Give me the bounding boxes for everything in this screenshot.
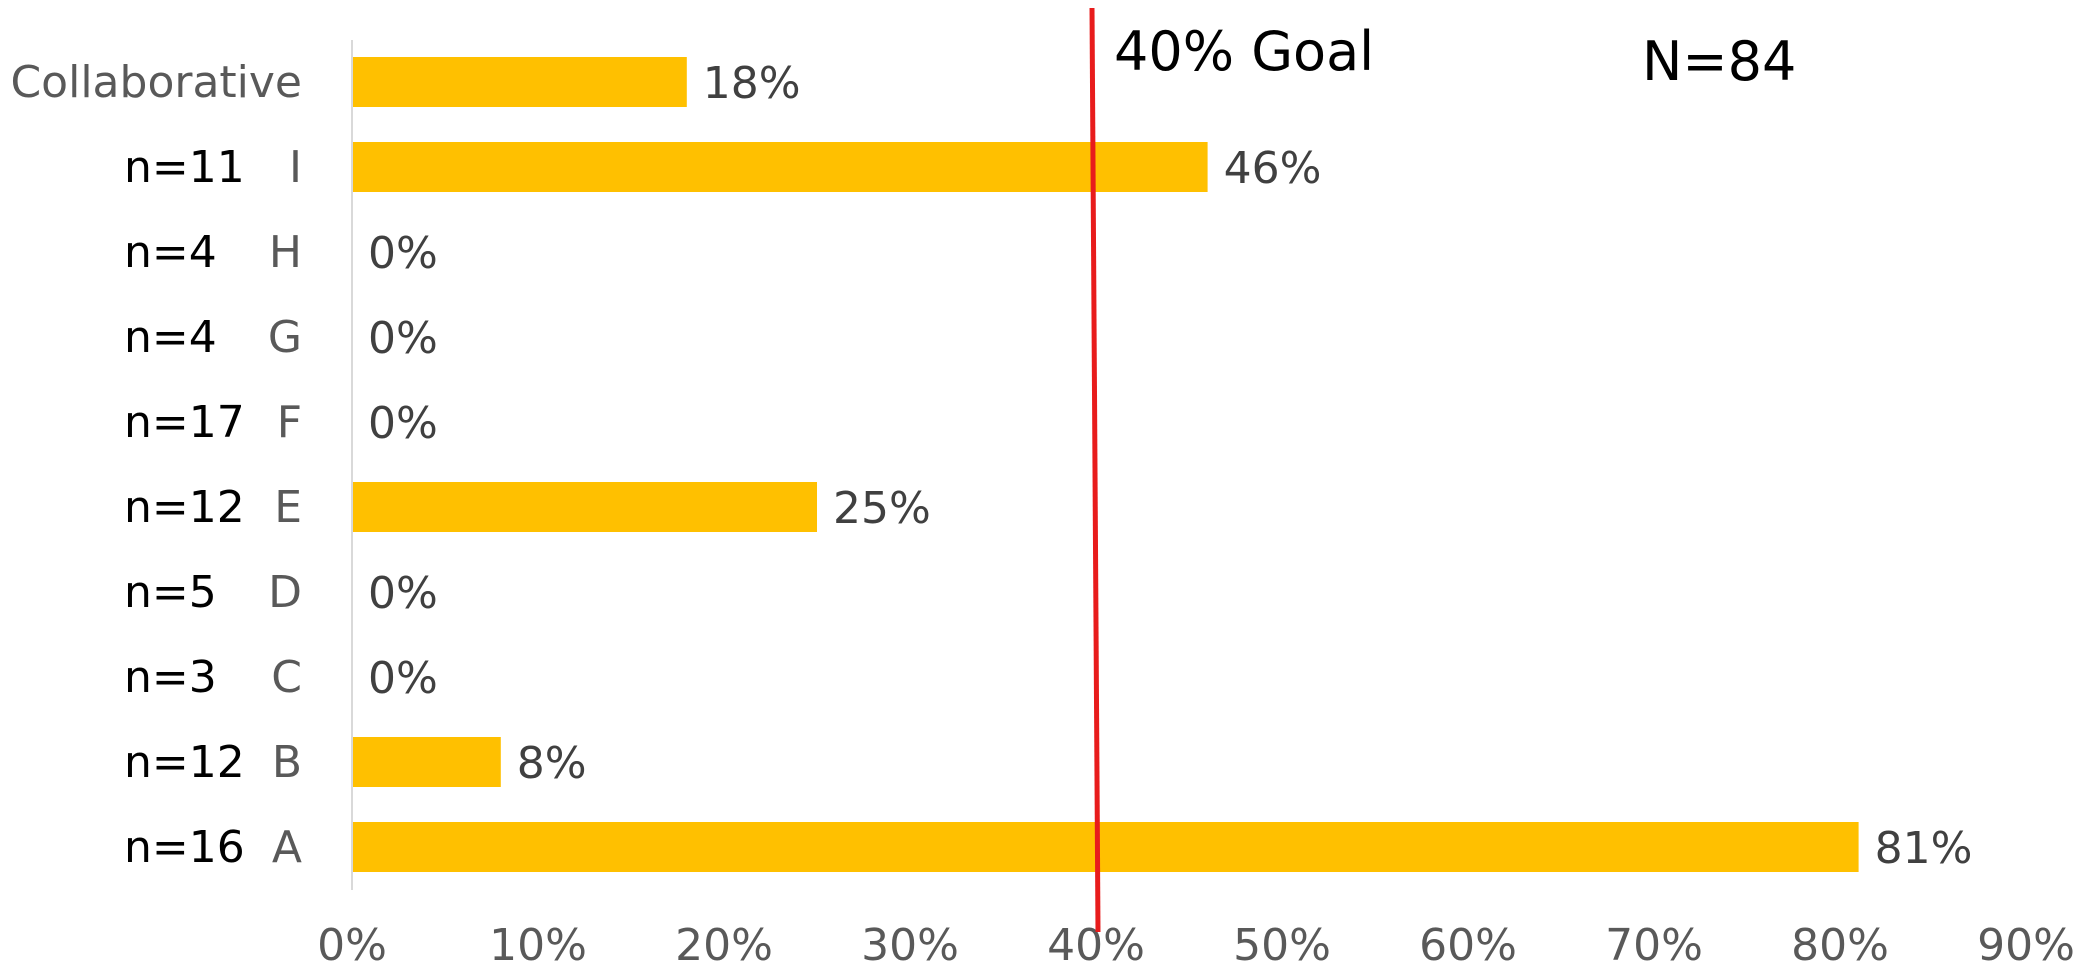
value-label: 0%: [368, 653, 438, 704]
sample-size-label: n=5: [124, 567, 217, 618]
value-label: 0%: [368, 398, 438, 449]
sample-size-label: n=4: [124, 312, 217, 363]
bar-a: [352, 822, 1859, 872]
value-label: 18%: [703, 58, 801, 109]
x-tick-label: 80%: [1791, 920, 1889, 971]
x-tick-label: 90%: [1977, 920, 2075, 971]
x-tick-label: 10%: [489, 920, 587, 971]
bar-e: [352, 482, 817, 532]
goal-line: [1089, 7, 1101, 933]
x-tick-label: 70%: [1605, 920, 1703, 971]
sample-size-label: n=4: [124, 227, 217, 278]
value-label: 8%: [517, 738, 587, 789]
category-label: A: [272, 822, 302, 873]
bar-b: [352, 737, 501, 787]
bar-collaborative: [352, 57, 687, 107]
x-tick-label: 30%: [861, 920, 959, 971]
sample-size-label: n=3: [124, 652, 217, 703]
bar-i: [352, 142, 1208, 192]
value-label: 46%: [1224, 143, 1322, 194]
value-label: 0%: [368, 228, 438, 279]
sample-size-label: n=12: [124, 737, 245, 788]
value-label: 25%: [833, 483, 931, 534]
category-label: I: [289, 142, 302, 193]
axis-layer: 0% 10% 20% 30% 40% 50% 60% 70% 80% 90%: [317, 40, 2075, 971]
goal-label: 40% Goal: [1114, 20, 1374, 83]
labels-layer: Collaborative 18% In=11 46% Hn=4 0% Gn=4 0% Fn=1…: [10, 57, 1972, 874]
total-n-label: N=84: [1642, 30, 1796, 93]
category-label: Collaborative: [10, 57, 302, 108]
sample-size-label: n=12: [124, 482, 245, 533]
x-tick-label: 0%: [317, 920, 387, 971]
value-label: 0%: [368, 568, 438, 619]
x-tick-label: 20%: [675, 920, 773, 971]
category-label: D: [268, 567, 302, 618]
value-label: 0%: [368, 313, 438, 364]
sample-size-label: n=16: [124, 822, 245, 873]
category-label: H: [269, 227, 302, 278]
sample-size-label: n=11: [124, 142, 245, 193]
value-label: 81%: [1875, 823, 1973, 874]
goal-layer: 40% Goal N=84: [1089, 7, 1796, 933]
category-label: G: [268, 312, 302, 363]
bars-layer: [352, 57, 1859, 872]
category-label: E: [274, 482, 302, 533]
category-label: B: [272, 737, 302, 788]
category-label: F: [277, 397, 302, 448]
sample-size-label: n=17: [124, 397, 245, 448]
x-tick-label: 50%: [1233, 920, 1331, 971]
x-tick-label: 60%: [1419, 920, 1517, 971]
category-label: C: [271, 652, 302, 703]
